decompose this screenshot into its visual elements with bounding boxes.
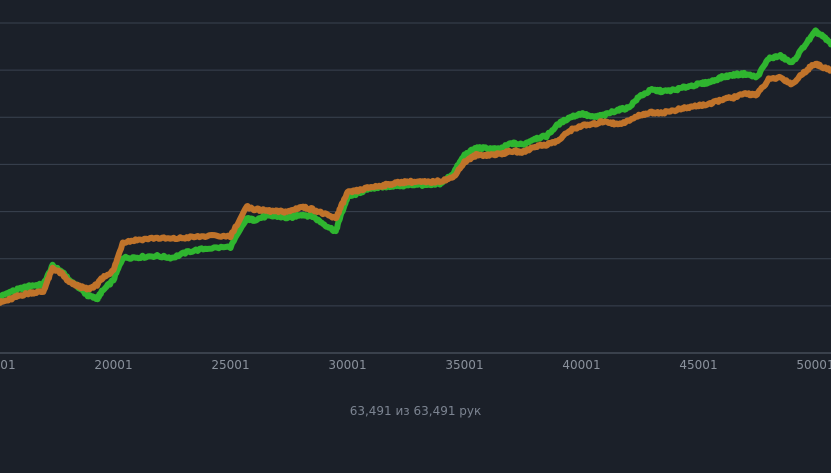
x-tick-label: 30001: [328, 358, 366, 372]
x-tick-label: 40001: [562, 358, 600, 372]
series-line-2: [0, 60, 831, 307]
x-tick-label: 25001: [211, 358, 249, 372]
x-tick-label: 50001: [796, 358, 831, 372]
x-tick-label: 20001: [94, 358, 132, 372]
series-line-1: [0, 27, 831, 303]
hand-count-label: 63,491 из 63,491 рук: [349, 404, 482, 418]
x-tick-label: 45001: [679, 358, 717, 372]
x-tick-label: 15001: [0, 358, 16, 372]
x-tick-label: 35001: [445, 358, 483, 372]
